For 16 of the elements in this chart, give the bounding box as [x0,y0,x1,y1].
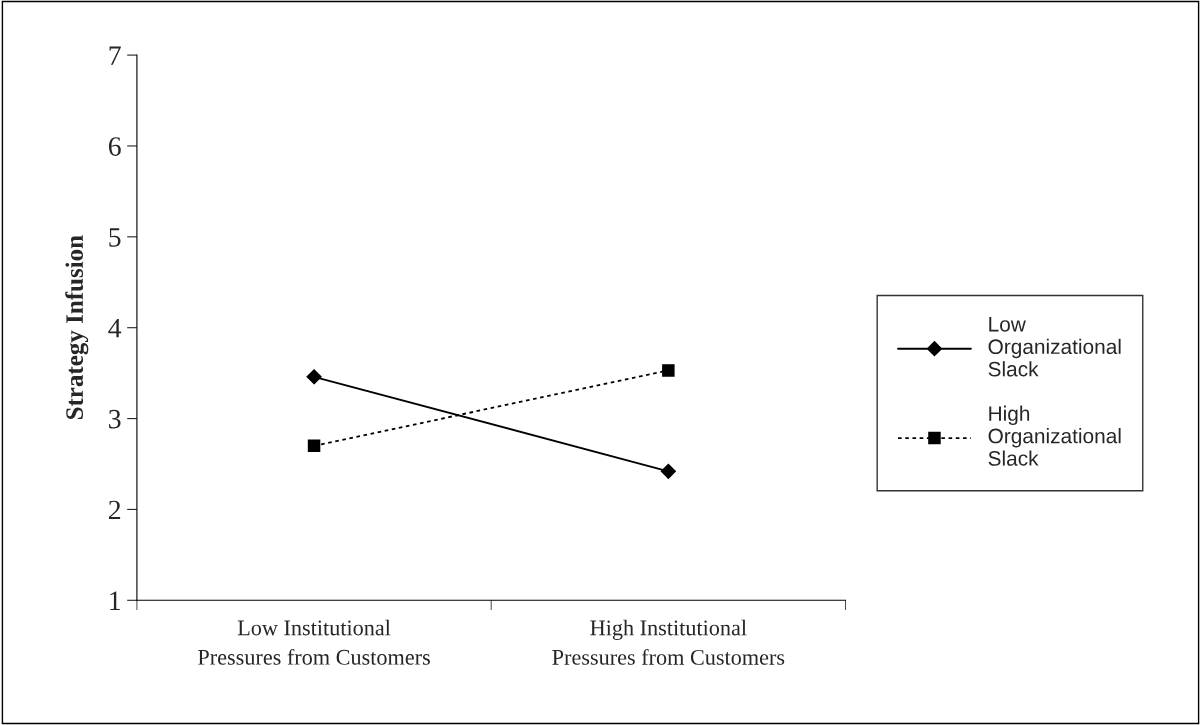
point [660,463,676,479]
legend-label: High Organizational Slack [988,405,1121,466]
y-tick-label: 6 [108,137,121,156]
point [306,369,322,385]
y-tick-label: 5 [109,228,121,247]
y-tick-label: 7 [109,46,121,65]
point [662,364,675,377]
y-tick-label: 3 [109,409,121,429]
y-tick-label: 4 [108,319,122,338]
y-tick-label: 2 [108,500,121,520]
x-tick-label: High Institutional Pressures from Customers [552,619,785,665]
y-axis-title: Strategy Infusion [65,235,89,420]
legend-label: Low Organizational Slack [988,317,1121,377]
point [307,439,321,453]
x-tick-label: Low Institutional Pressures from Customers [198,619,430,665]
y-tick-label: 1 [110,591,120,610]
